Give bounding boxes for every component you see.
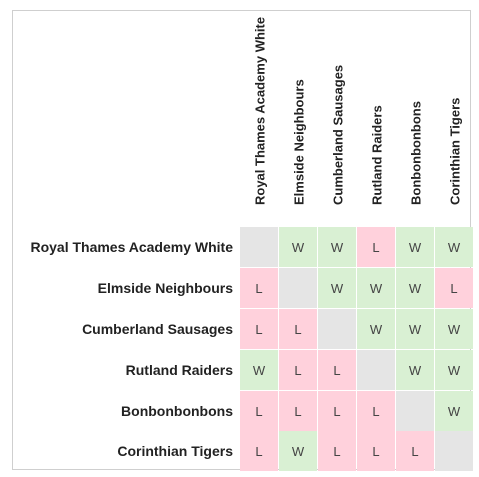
- result-cell: W: [396, 309, 434, 349]
- result-cell: W: [435, 350, 473, 390]
- column-header-label: Cumberland Sausages: [330, 64, 345, 205]
- self-cell: [318, 309, 356, 349]
- row-label: Elmside Neighbours: [97, 280, 233, 296]
- result-cell: W: [435, 227, 473, 267]
- result-cell: L: [279, 391, 317, 431]
- result-cell: L: [240, 391, 278, 431]
- row-label: Cumberland Sausages: [82, 321, 233, 337]
- result-cell: L: [357, 431, 395, 471]
- result-cell: W: [240, 350, 278, 390]
- result-cell: L: [240, 268, 278, 308]
- column-header-label: Corinthian Tigers: [447, 97, 462, 205]
- result-cell: W: [435, 391, 473, 431]
- column-header: Cumberland Sausages: [318, 11, 357, 226]
- result-cell: L: [240, 431, 278, 471]
- row-label: Bonbonbonbons: [121, 403, 233, 419]
- column-header: Royal Thames Academy White: [240, 11, 279, 226]
- column-header: Bonbonbonbons: [396, 11, 435, 226]
- column-header-label: Elmside Neighbours: [291, 79, 306, 205]
- result-cell: W: [279, 227, 317, 267]
- result-cell: W: [396, 350, 434, 390]
- column-header: Corinthian Tigers: [435, 11, 474, 226]
- column-header: Rutland Raiders: [357, 11, 396, 226]
- self-cell: [240, 227, 278, 267]
- result-cell: L: [240, 309, 278, 349]
- result-cell: L: [279, 350, 317, 390]
- self-cell: [279, 268, 317, 308]
- result-cell: W: [357, 309, 395, 349]
- column-header-label: Bonbonbonbons: [408, 101, 423, 205]
- result-cell: W: [396, 227, 434, 267]
- result-cell: L: [357, 391, 395, 431]
- result-cell: W: [318, 268, 356, 308]
- row-label: Royal Thames Academy White: [30, 239, 233, 255]
- result-cell: L: [435, 268, 473, 308]
- result-cell: W: [435, 309, 473, 349]
- self-cell: [435, 431, 473, 471]
- result-cell: L: [318, 350, 356, 390]
- result-cell: L: [279, 309, 317, 349]
- row-label: Corinthian Tigers: [117, 443, 233, 459]
- result-cell: W: [396, 268, 434, 308]
- column-header: Elmside Neighbours: [279, 11, 318, 226]
- self-cell: [357, 350, 395, 390]
- results-matrix: Royal Thames Academy White Royal Thames A…: [12, 10, 474, 471]
- result-cell: W: [279, 431, 317, 471]
- column-header-label: Royal Thames Academy White: [252, 16, 267, 205]
- row-label: Rutland Raiders: [125, 362, 233, 378]
- result-cell: L: [318, 391, 356, 431]
- self-cell: [396, 391, 434, 431]
- result-cell: L: [318, 431, 356, 471]
- result-cell: L: [357, 227, 395, 267]
- result-cell: W: [357, 268, 395, 308]
- result-cell: L: [396, 431, 434, 471]
- column-header-label: Rutland Raiders: [369, 105, 384, 205]
- result-cell: W: [318, 227, 356, 267]
